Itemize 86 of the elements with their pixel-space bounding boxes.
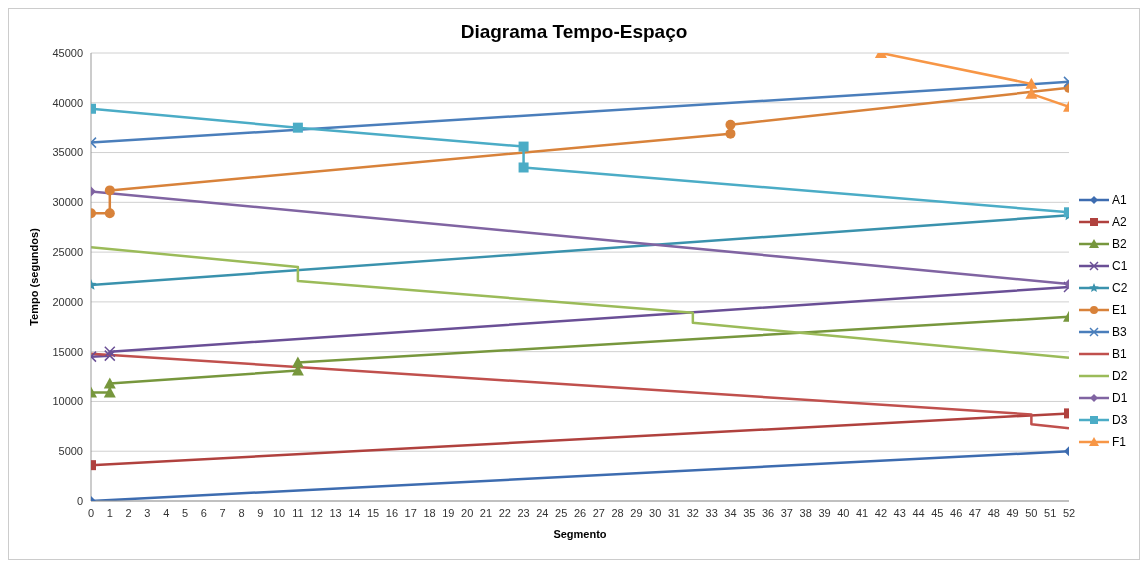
- x-axis-title: Segmento: [553, 528, 607, 540]
- legend-label: B3: [1112, 325, 1127, 339]
- x-tick-label: 11: [292, 506, 304, 519]
- legend-label: E1: [1112, 303, 1127, 317]
- y-tick-label: 15000: [52, 345, 83, 358]
- legend-label: D1: [1112, 391, 1128, 405]
- x-tick-label: 7: [219, 506, 226, 519]
- x-tick-label: 43: [893, 506, 906, 519]
- x-tick-label: 30: [649, 506, 662, 519]
- x-tick-label: 48: [987, 506, 1000, 519]
- y-tick-label: 45000: [52, 46, 83, 59]
- x-tick-label: 47: [968, 506, 982, 519]
- x-tick-label: 18: [423, 506, 436, 519]
- y-tick-label: 30000: [52, 196, 83, 209]
- legend-label: F1: [1112, 435, 1127, 449]
- x-tick-label: 51: [1044, 506, 1057, 519]
- x-tick-label: 33: [705, 506, 718, 519]
- x-tick-label: 49: [1006, 506, 1019, 519]
- x-tick-label: 41: [855, 506, 869, 519]
- line-series: [91, 352, 1069, 430]
- x-tick-label: 1: [106, 506, 113, 519]
- x-tick-label: 34: [724, 506, 737, 519]
- x-tick-label: 24: [536, 506, 549, 519]
- x-tick-label: 25: [555, 506, 568, 519]
- x-tick-label: 44: [912, 506, 925, 519]
- point: [291, 356, 304, 368]
- x-tick-label: 23: [517, 506, 530, 519]
- x-tick-label: 36: [761, 506, 775, 519]
- x-tick-label: 22: [498, 506, 511, 519]
- x-tick-label: 10: [272, 506, 286, 519]
- x-tick-label: 32: [686, 506, 699, 519]
- y-tick-label: 40000: [52, 96, 83, 109]
- x-tick-label: 42: [874, 506, 888, 519]
- x-tick-label: 38: [799, 506, 812, 519]
- legend-label: D3: [1112, 413, 1128, 427]
- y-tick-label: 10000: [52, 395, 83, 408]
- x-tick-label: 5: [181, 506, 189, 519]
- x-tick-label: 46: [950, 506, 963, 519]
- legend-label: D2: [1112, 369, 1128, 383]
- x-tick-label: 28: [611, 506, 624, 519]
- x-tick-label: 2: [125, 506, 132, 519]
- x-tick-label: 21: [479, 506, 493, 519]
- point: [518, 141, 529, 152]
- x-tick-label: 0: [87, 506, 95, 519]
- y-tick-label: 20000: [52, 295, 83, 308]
- x-tick-label: 6: [200, 506, 207, 519]
- x-tick-label: 14: [348, 506, 361, 519]
- x-tick-label: 17: [404, 506, 417, 519]
- point: [725, 128, 736, 139]
- x-tick-label: 31: [667, 506, 681, 519]
- x-tick-label: 19: [442, 506, 455, 519]
- x-tick-label: 35: [743, 506, 756, 519]
- x-tick-label: 50: [1025, 506, 1038, 519]
- x-tick-label: 52: [1062, 506, 1076, 519]
- y-tick-label: 35000: [52, 146, 83, 159]
- x-tick-label: 29: [630, 506, 643, 519]
- x-tick-label: 37: [780, 506, 794, 519]
- chart-title: Diagrama Tempo-Espaço: [459, 20, 689, 43]
- point: [725, 119, 736, 130]
- x-tick-label: 20: [461, 506, 474, 519]
- x-tick-label: 45: [931, 506, 944, 519]
- y-tick-label: 0: [76, 494, 83, 507]
- y-axis-title: Tempo (segundos): [27, 227, 40, 326]
- x-tick-label: 26: [573, 506, 587, 519]
- line-series: [91, 245, 1069, 359]
- x-tick-label: 12: [310, 506, 323, 519]
- x-tick-label: 40: [837, 506, 850, 519]
- point: [518, 162, 529, 173]
- legend-label: C2: [1112, 281, 1128, 295]
- x-tick-label: 4: [163, 506, 170, 519]
- x-tick-label: 8: [238, 506, 245, 519]
- x-tick-label: 3: [144, 506, 151, 519]
- x-tick-label: 13: [329, 506, 342, 519]
- x-tick-label: 9: [257, 506, 264, 519]
- legend-label: B2: [1112, 237, 1127, 251]
- point: [292, 122, 303, 133]
- x-tick-label: 16: [385, 506, 399, 519]
- x-tick-label: 39: [818, 506, 831, 519]
- legend-label: A1: [1112, 193, 1127, 207]
- y-tick-label: 25000: [52, 246, 83, 259]
- x-tick-label: 27: [592, 506, 605, 519]
- x-tick-label: 15: [366, 506, 380, 519]
- legend-label: A2: [1112, 215, 1127, 229]
- legend-label: B1: [1112, 347, 1127, 361]
- legend-label: C1: [1112, 259, 1128, 273]
- y-tick-label: 5000: [58, 445, 83, 458]
